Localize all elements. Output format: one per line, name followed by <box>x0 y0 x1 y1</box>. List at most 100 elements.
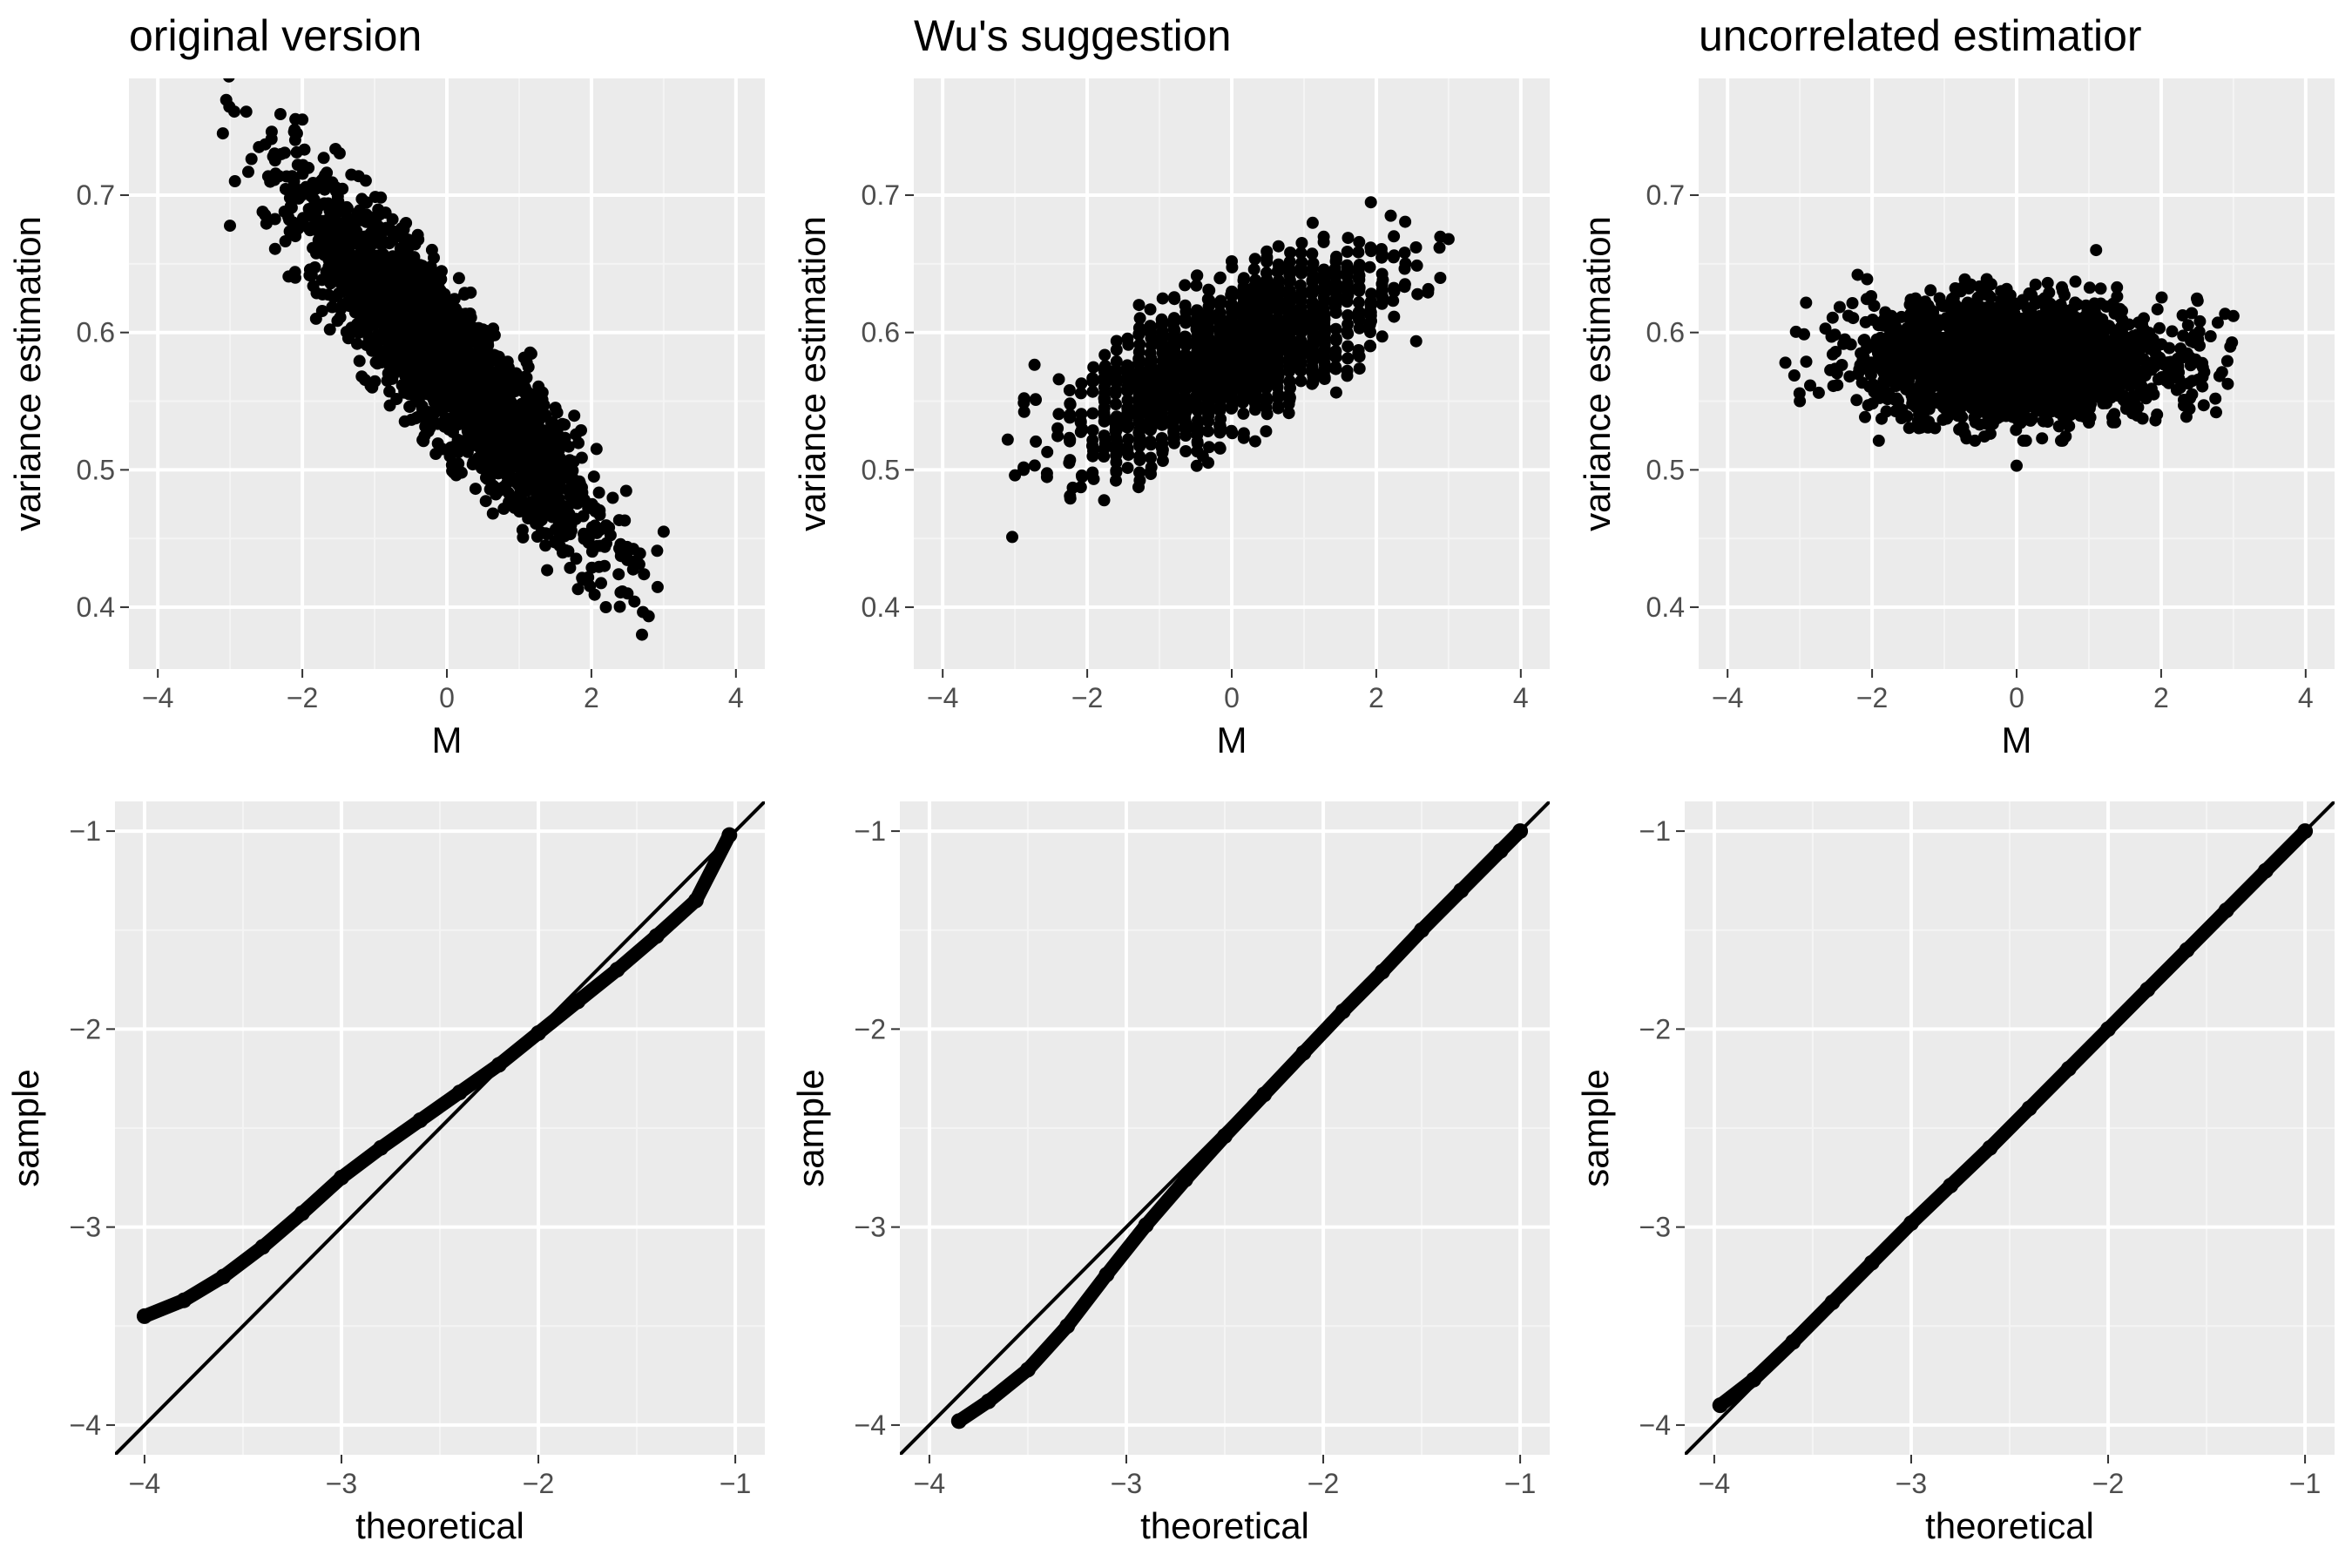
scatter-point <box>1086 449 1099 463</box>
scatter-point <box>1086 424 1099 437</box>
scatter-point <box>1260 251 1274 264</box>
scatter-point <box>1353 362 1366 375</box>
x-tick-label: 2 <box>584 682 599 713</box>
scatter-point <box>2220 355 2234 368</box>
x-tick-label: 0 <box>439 682 455 713</box>
x-tick-label: 0 <box>2009 682 2024 713</box>
scatter-point <box>1121 367 1134 380</box>
scatter-point <box>368 341 381 355</box>
scatter-point <box>1121 381 1134 394</box>
scatter-point <box>422 325 435 338</box>
scatter-point <box>1225 402 1238 415</box>
scatter-point <box>1144 303 1157 316</box>
scatter-point <box>494 362 506 375</box>
scatter-point <box>479 377 492 390</box>
y-tick-label: 0.6 <box>77 317 115 348</box>
scatter-point <box>1155 335 1168 348</box>
scatter-point <box>1341 369 1354 382</box>
scatter-point <box>375 355 389 368</box>
scatter-point <box>614 537 627 551</box>
scatter-point <box>1342 232 1355 245</box>
scatter-point <box>1247 301 1260 314</box>
scatter-point <box>1342 327 1355 340</box>
scatter-point <box>517 454 530 467</box>
x-tick-label: 4 <box>1513 682 1529 713</box>
data-layer <box>1001 196 1455 544</box>
scatter-point <box>582 531 595 544</box>
scatter-point <box>1156 325 1169 338</box>
scatter-point <box>1144 371 1157 384</box>
scatter-point <box>343 256 356 269</box>
x-tick-label: −2 <box>1071 682 1103 713</box>
scatter-point <box>1433 241 1446 254</box>
scatter-point <box>320 265 333 278</box>
scatter-point <box>1167 406 1180 419</box>
scatter-point <box>436 307 449 319</box>
scatter-point <box>1203 284 1216 297</box>
outlier-point <box>1066 481 1079 494</box>
scatter-point <box>1098 494 1111 507</box>
scatter-point <box>1213 422 1227 435</box>
scatter-point <box>469 483 482 496</box>
scatter-point <box>538 443 551 456</box>
scatter-point <box>567 456 580 469</box>
scatter-point <box>282 211 294 224</box>
scatter-point <box>1247 327 1260 340</box>
scatter-point <box>1260 355 1273 368</box>
scatter-point <box>1307 316 1320 329</box>
scatter-point <box>421 294 434 307</box>
scatter-point <box>403 369 416 382</box>
scatter-point <box>1213 298 1227 311</box>
scatter-point <box>522 361 535 374</box>
scatter-point <box>1237 341 1250 354</box>
scatter-point <box>1226 298 1238 311</box>
scatter-point <box>1342 352 1355 365</box>
scatter-point <box>1202 385 1215 398</box>
scatter-point <box>380 281 393 294</box>
scatter-point <box>1213 394 1227 407</box>
scatter-point <box>1030 394 1042 406</box>
scatter-point <box>260 217 273 230</box>
scatter-point <box>1017 396 1031 409</box>
scatter-point <box>274 108 287 120</box>
scatter-point <box>1283 355 1295 368</box>
scatter-point <box>1329 322 1342 335</box>
x-axis-label: M <box>1217 720 1247 760</box>
scatter-point <box>1051 429 1064 443</box>
scatter-point <box>1798 328 1810 341</box>
scatter-point <box>409 238 422 251</box>
scatter-point <box>1283 324 1296 337</box>
scatter-point <box>1342 309 1355 321</box>
scatter-point <box>331 234 344 247</box>
scatter-point <box>2017 434 2030 447</box>
scatter-point <box>1132 372 1146 385</box>
scatter-point <box>355 314 368 327</box>
scatter-point <box>1213 272 1227 285</box>
scatter-point <box>1190 314 1203 327</box>
scatter-point <box>1225 425 1238 437</box>
scatter-point <box>1133 466 1146 479</box>
scatter-point <box>384 273 397 286</box>
scatter-point <box>302 221 315 234</box>
scatter-point <box>1398 247 1411 260</box>
scatter-point <box>1364 196 1377 209</box>
scatter-point <box>1283 315 1296 328</box>
scatter-point <box>1132 390 1146 403</box>
scatter-point <box>351 337 363 350</box>
scatter-point <box>517 531 530 544</box>
scatter-point <box>1388 310 1401 323</box>
scatter-point <box>1272 369 1284 382</box>
y-axis-label: variance estimation <box>792 216 833 531</box>
scatter-point <box>1213 384 1227 397</box>
scatter-point <box>570 552 583 565</box>
scatter-point <box>1237 280 1250 294</box>
scatter-point <box>441 380 453 393</box>
scatter-point <box>228 105 240 118</box>
scatter-point <box>368 318 381 331</box>
outlier-point <box>1384 209 1397 222</box>
scatter-point <box>1086 434 1099 447</box>
scatter-point <box>1203 441 1215 454</box>
scatter-point <box>336 298 349 311</box>
scatter-point <box>1353 235 1366 248</box>
scatter-point <box>304 189 317 202</box>
